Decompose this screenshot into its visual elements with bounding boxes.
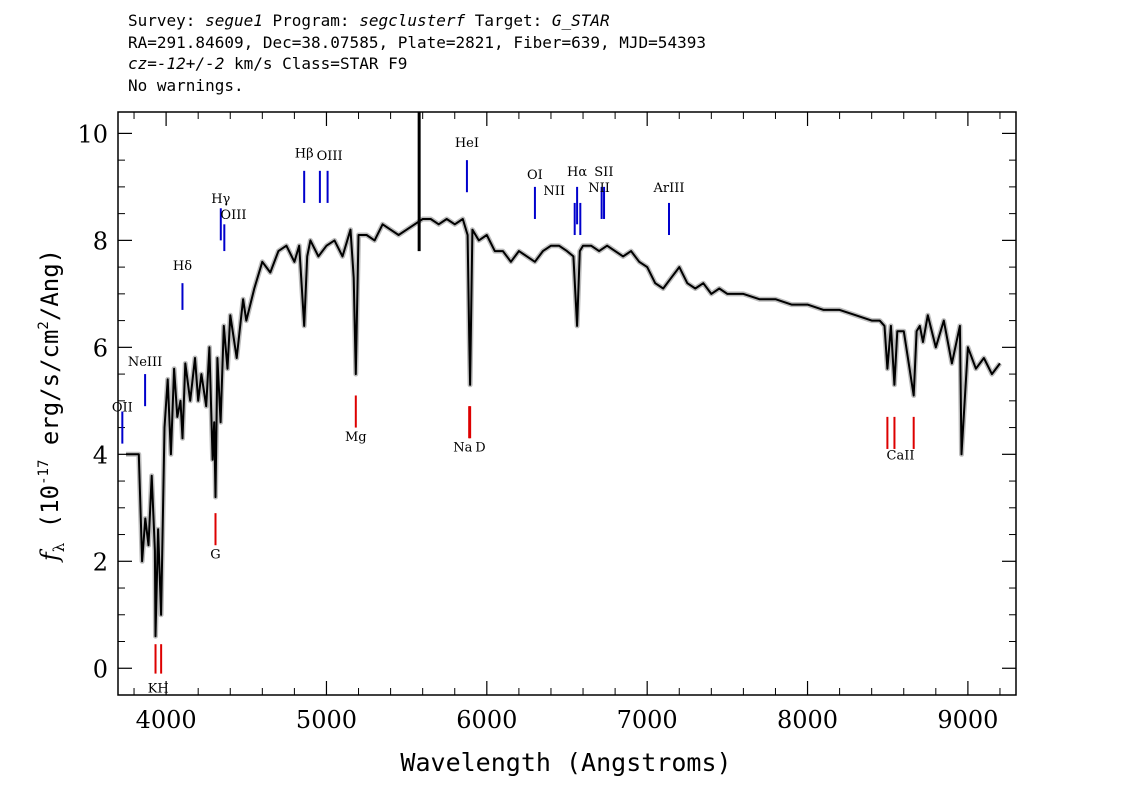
spectral-line-label: OI (527, 168, 543, 183)
y-axis-label: fλ (10-17 erg/s/cm2/Ang) (36, 249, 68, 563)
spectral-line-label: NeIII (128, 355, 162, 370)
spectral-line-label: HeI (455, 136, 479, 151)
y-axis-label-suffix: /Ang) (36, 249, 64, 321)
cz-label: cz (128, 54, 148, 73)
cz-rest: km/s Class=STAR F9 (224, 54, 408, 73)
y-tick-label: 0 (93, 655, 108, 683)
spectral-line-label: Hα (567, 165, 587, 180)
y-tick-label: 6 (93, 334, 108, 362)
plot-frame (117, 111, 1017, 696)
cz-value: -12+/-2 (156, 54, 225, 73)
y-tick-label: 4 (93, 441, 108, 469)
spectral-line-label: Mg (345, 430, 367, 445)
spectral-line-label: OIII (317, 149, 343, 164)
y-axis-label-exp: -17 (36, 460, 52, 485)
y-axis-label-mid: erg/s/cm (36, 330, 64, 460)
program-label: Program: (262, 11, 360, 30)
y-axis-label-exp2: 2 (36, 321, 52, 329)
program-value: segclusterf (359, 11, 466, 30)
spectral-line-label: SII (594, 165, 613, 180)
y-tick-label: 10 (77, 120, 108, 148)
spectral-line-label: Hβ (295, 146, 314, 161)
survey-label: Survey: (128, 11, 206, 30)
y-tick-label: 8 (93, 227, 108, 255)
x-tick-label: 7000 (617, 706, 678, 734)
spectral-line-label: NII (543, 184, 565, 199)
y-tick-label: 2 (93, 548, 108, 576)
x-axis-label: Wavelength (Angstroms) (400, 748, 731, 777)
x-tick-label: 8000 (777, 706, 838, 734)
spectral-line-label: ArIII (652, 181, 684, 196)
spectral-line-label: CaII (887, 449, 915, 464)
spectral-line-label: NII (588, 181, 610, 196)
survey-value: segue1 (205, 11, 263, 30)
spectral-line-label: Hδ (173, 259, 192, 274)
spectral-line-label: G (210, 548, 220, 563)
header-line-1: Survey: segue1 Program: segclusterf Targ… (128, 10, 706, 32)
spectral-line-label: OII (112, 401, 133, 416)
y-axis-label-prefix: (10 (36, 485, 64, 528)
flux-line (126, 218, 1001, 638)
x-tick-label: 6000 (456, 706, 517, 734)
header-line-3: cz=-12+/-2 km/s Class=STAR F9 (128, 53, 706, 75)
spectral-line-label: OIII (220, 208, 246, 223)
x-tick-label: 5000 (296, 706, 357, 734)
spectral-line-label: D (475, 441, 485, 456)
x-tick-label: 9000 (937, 706, 998, 734)
header-line-2: RA=291.84609, Dec=38.07585, Plate=2821, … (128, 32, 706, 52)
target-value: G_STAR (551, 11, 610, 30)
cz-eq: = (147, 54, 157, 73)
target-label: Target: (465, 11, 552, 30)
spectral-line-label: KH (148, 681, 169, 696)
x-tick-label: 4000 (136, 706, 197, 734)
spectrum-header: Survey: segue1 Program: segclusterf Targ… (128, 10, 706, 96)
header-line-4: No warnings. (128, 75, 244, 95)
spectral-line-label: Hγ (211, 192, 230, 207)
svg-text:fλ (10-17 erg/s/cm2/Ang): fλ (10-17 erg/s/cm2/Ang) (36, 249, 68, 563)
spectral-line-label: Na (453, 441, 472, 456)
